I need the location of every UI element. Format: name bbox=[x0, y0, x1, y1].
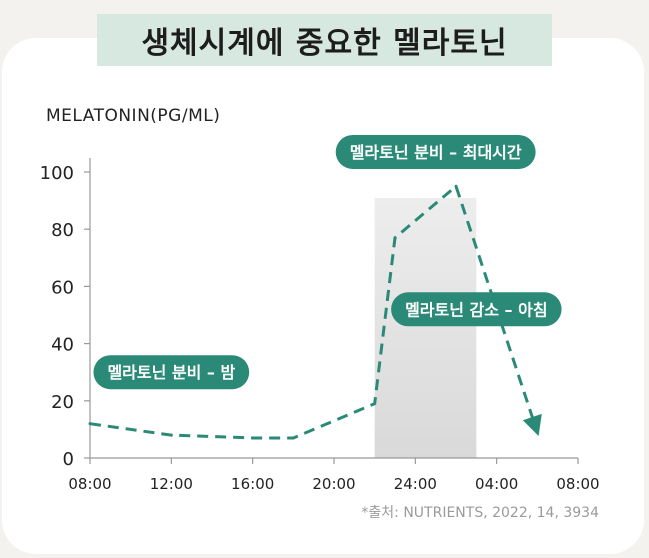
data-point bbox=[535, 430, 539, 434]
x-tick-label: 08:00 bbox=[68, 475, 111, 493]
source-note: *출처: NUTRIENTS, 2022, 14, 3934 bbox=[361, 505, 599, 521]
arrowhead-icon bbox=[522, 413, 542, 437]
annotation-label: 멜라토닌 감소 – 아침 bbox=[391, 292, 562, 327]
annotation-pill bbox=[93, 355, 250, 390]
y-tick-label: 20 bbox=[51, 392, 74, 413]
annotation-label: 멜라토닌 분비 – 최대시간 bbox=[335, 134, 536, 169]
annotation-text: 멜라토닌 분비 – 밤 bbox=[107, 363, 235, 382]
y-tick-label: 40 bbox=[51, 335, 74, 356]
y-tick-label: 60 bbox=[51, 277, 74, 298]
melatonin-line bbox=[89, 184, 539, 440]
x-tick-label: 08:00 bbox=[556, 475, 599, 493]
page-title: 생체시계에 중요한 멜라토닌 bbox=[97, 14, 552, 66]
data-point bbox=[169, 433, 173, 437]
data-point bbox=[393, 236, 397, 240]
annotation-text: 멜라토닌 분비 – 최대시간 bbox=[350, 143, 522, 162]
x-tick-label: 04:00 bbox=[475, 475, 518, 493]
night-shaded-region bbox=[374, 198, 477, 458]
data-point bbox=[373, 402, 377, 406]
data-point bbox=[88, 422, 92, 426]
data-point bbox=[291, 436, 295, 440]
data-point bbox=[251, 436, 255, 440]
x-tick-label: 12:00 bbox=[150, 475, 193, 493]
y-tick-label: 100 bbox=[40, 163, 74, 184]
y-tick-label: 80 bbox=[51, 220, 74, 241]
data-point bbox=[454, 184, 458, 188]
annotation-pill bbox=[335, 134, 536, 169]
y-tick-label: 0 bbox=[63, 449, 74, 470]
y-axis-title: MELATONIN(PG/ML) bbox=[46, 106, 221, 126]
x-tick-label: 20:00 bbox=[312, 475, 355, 493]
x-tick-label: 24:00 bbox=[394, 475, 437, 493]
annotation-label: 멜라토닌 분비 – 밤 bbox=[93, 355, 250, 390]
annotation-text: 멜라토닌 감소 – 아침 bbox=[405, 300, 547, 319]
annotation-pill bbox=[391, 292, 562, 327]
x-tick-label: 16:00 bbox=[231, 475, 274, 493]
